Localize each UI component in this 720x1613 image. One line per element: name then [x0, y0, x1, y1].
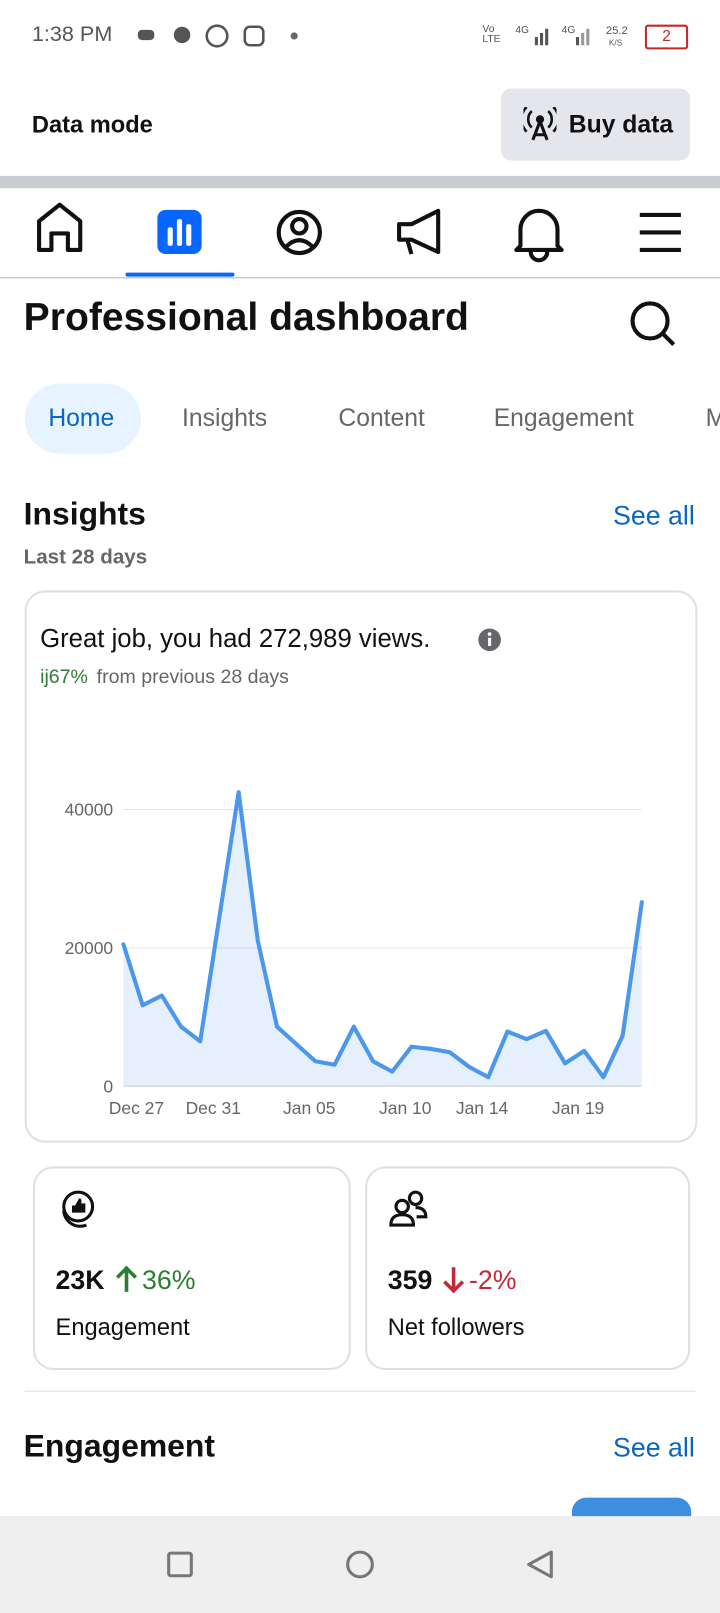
megaphone-icon[interactable] — [397, 208, 441, 255]
y-tick-label: 40000 — [65, 800, 114, 820]
line — [121, 790, 644, 1080]
change: ij67% — [40, 666, 88, 689]
card-value: 23K — [55, 1264, 105, 1295]
x-tick-label: Dec 27 — [109, 1098, 164, 1118]
trend-arrow — [442, 1265, 465, 1299]
status-icons — [137, 24, 298, 48]
active-indicator — [125, 272, 235, 277]
views-chart: 0 20000 40000 Dec 27 Dec 31 Jan 05 Jan 10 Jan 1… — [65, 790, 644, 1118]
back-button[interactable] — [527, 1550, 553, 1579]
y-tick-label: 20000 — [65, 938, 114, 958]
card-icon — [388, 1188, 429, 1234]
speed-unit: K/S — [608, 38, 623, 48]
period: Last 28 days — [23, 546, 148, 569]
tab[interactable]: M — [706, 404, 720, 433]
stat-card[interactable] — [32, 1166, 351, 1371]
network: 4G — [561, 24, 576, 36]
menu-icon[interactable] — [639, 212, 681, 252]
home-button[interactable] — [346, 1550, 374, 1579]
card-label: Net followers — [387, 1313, 525, 1341]
profile-icon[interactable] — [276, 209, 322, 256]
buy-data-button[interactable]: Buy data — [500, 88, 691, 161]
card-value: 359 — [387, 1264, 433, 1295]
x-tick-label: Jan 05 — [283, 1098, 335, 1118]
tab[interactable]: Engagement — [493, 404, 634, 432]
card-change: 36% — [141, 1264, 196, 1295]
search-icon[interactable] — [625, 298, 678, 347]
battery: 2 — [644, 24, 689, 50]
section-title: Insights — [23, 495, 146, 532]
page-title: Professional dashboard — [23, 296, 469, 340]
headline: Great job, you had 272,989 views. — [40, 624, 431, 654]
network: Vo LTE — [482, 23, 501, 46]
tab[interactable]: Home — [48, 404, 115, 432]
system-buttons — [167, 1550, 553, 1579]
change-note: from previous 28 days — [96, 666, 289, 689]
divider — [0, 175, 720, 189]
chart-card — [24, 590, 698, 1143]
recents-button[interactable] — [167, 1551, 193, 1578]
divider — [24, 1390, 696, 1392]
section-title: Engagement — [23, 1427, 216, 1464]
signal — [534, 28, 590, 46]
see-all[interactable]: See all — [613, 1431, 695, 1463]
stat-card[interactable] — [365, 1166, 691, 1371]
x-tick-label: Jan 10 — [379, 1098, 432, 1118]
trend-arrow — [115, 1265, 138, 1299]
time: 1:38 PM — [31, 22, 113, 47]
card-change: -2% — [469, 1264, 517, 1295]
buy-data-label: Buy data — [568, 111, 674, 139]
info-icon[interactable] — [477, 627, 502, 652]
card-label: Engagement — [55, 1313, 190, 1341]
tab[interactable]: Content — [338, 404, 425, 432]
data-mode: Data mode — [31, 111, 153, 138]
speed: 25.2 — [605, 24, 628, 38]
antenna-icon — [523, 106, 557, 141]
home-icon[interactable] — [37, 202, 83, 252]
network: 4G — [515, 24, 530, 36]
x-tick-label: Dec 31 — [186, 1098, 241, 1118]
card-icon — [56, 1188, 97, 1234]
x-tick-label: Jan 14 — [456, 1098, 509, 1118]
tab[interactable]: Insights — [182, 404, 268, 432]
nav-bar — [0, 202, 720, 279]
bell-icon[interactable] — [514, 208, 564, 263]
y-tick-label: 0 — [103, 1076, 113, 1096]
system-nav — [0, 1516, 720, 1613]
tab-active-bg[interactable] — [24, 383, 141, 454]
see-all[interactable]: See all — [613, 499, 695, 531]
x-tick-label: Jan 19 — [552, 1098, 604, 1118]
area — [123, 792, 642, 1087]
